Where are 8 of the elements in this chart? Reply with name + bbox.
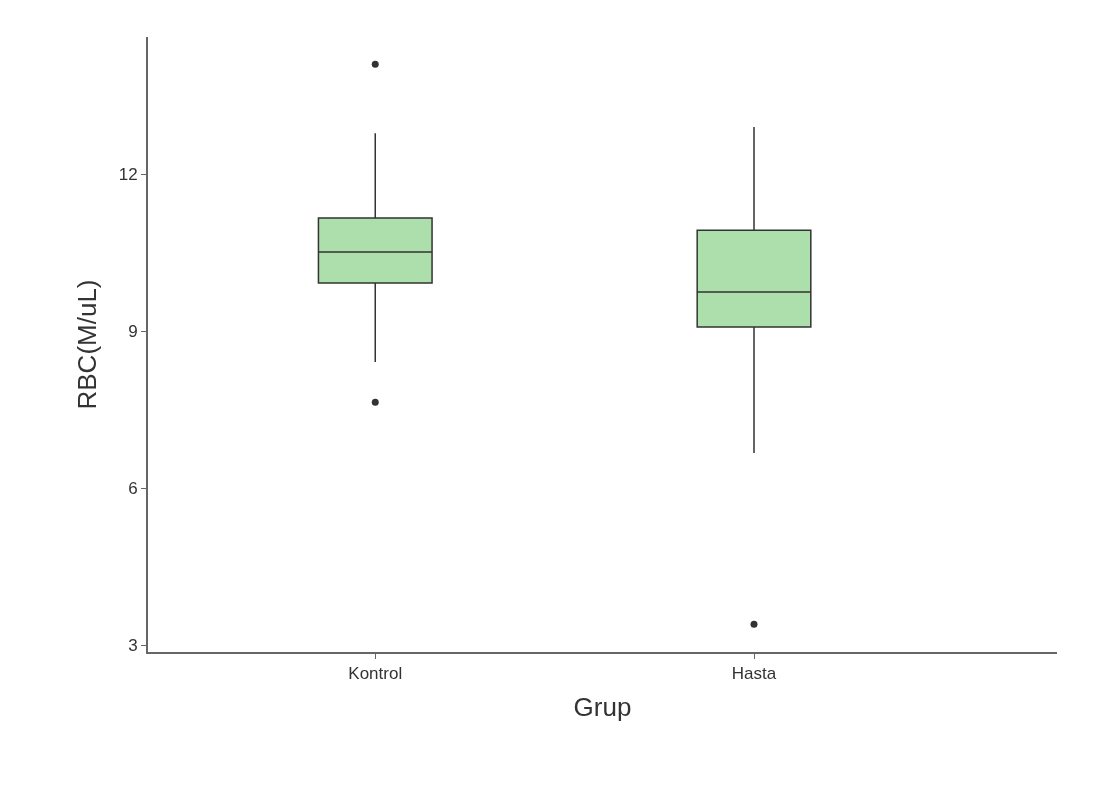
x-tick-label: Hasta xyxy=(731,664,777,684)
y-tick-label: 6 xyxy=(128,479,138,499)
y-tick-label: 12 xyxy=(118,165,138,185)
y-tick-label: 9 xyxy=(128,322,138,342)
y-tick-label: 3 xyxy=(128,636,138,656)
x-tick-label: Kontrol xyxy=(348,664,403,684)
x-axis-title: Grup xyxy=(573,691,632,722)
y-axis-title: RBC(M/uL) xyxy=(71,279,102,410)
